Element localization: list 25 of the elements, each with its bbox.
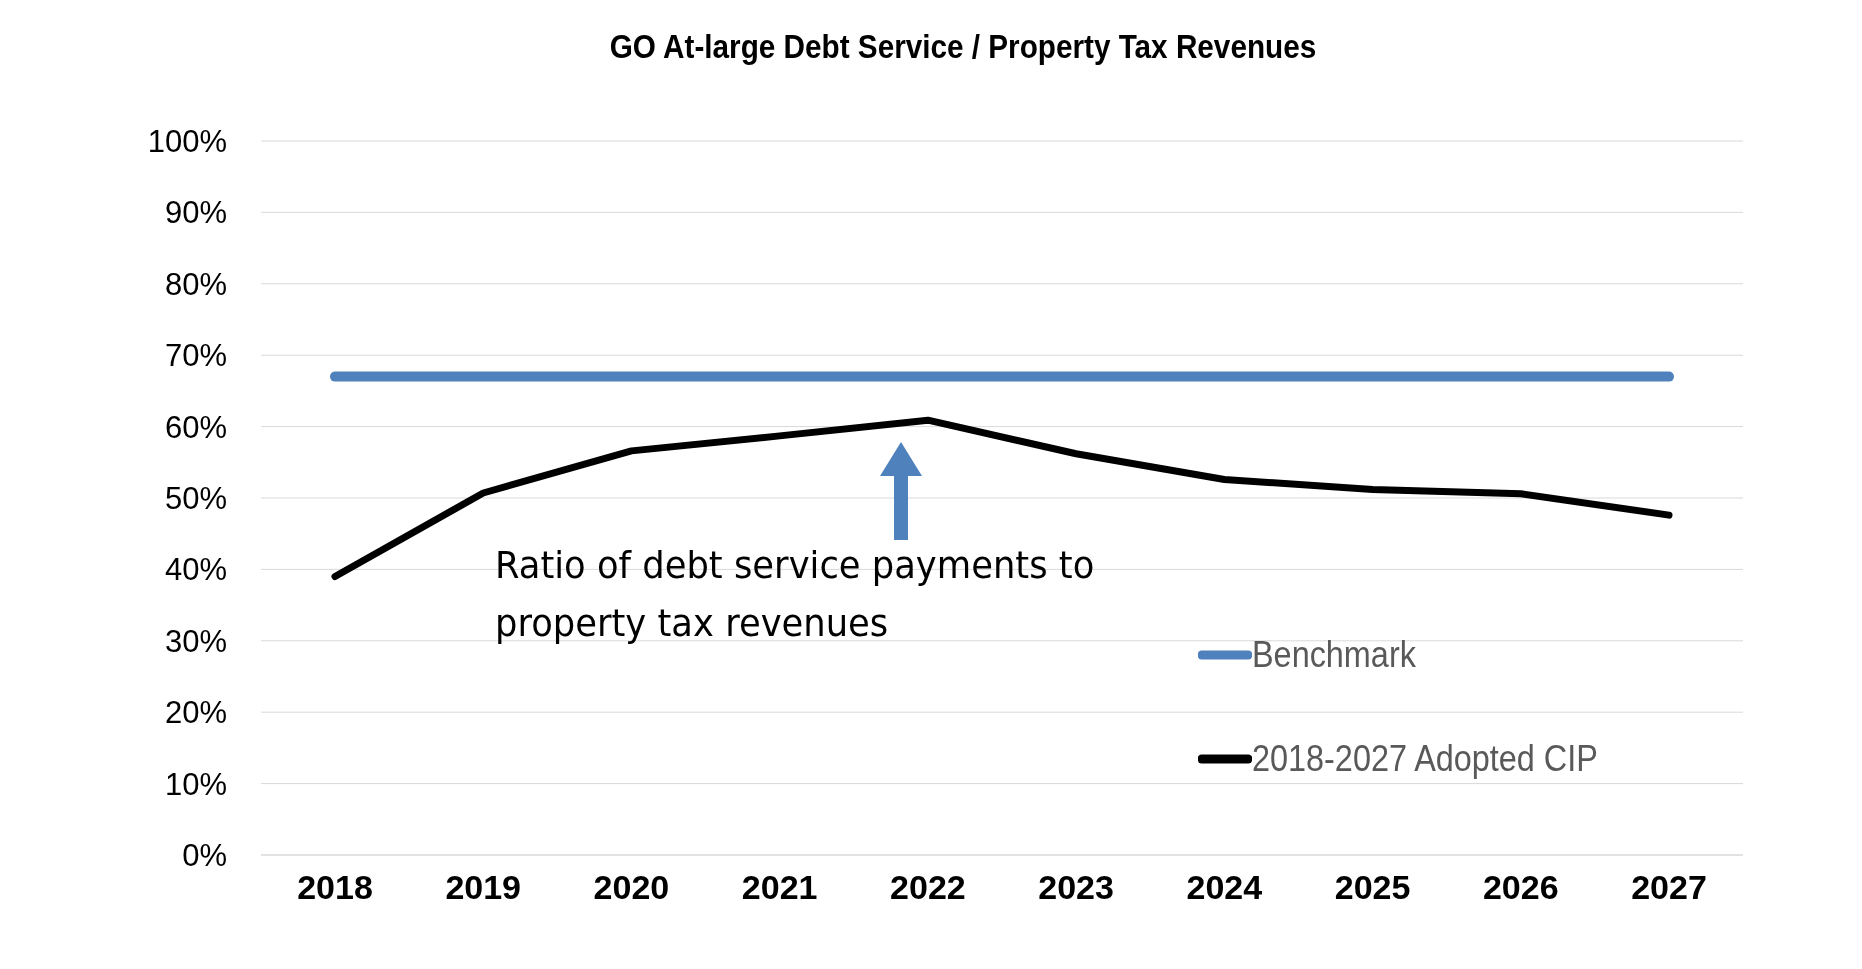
x-tick-label: 2020 bbox=[593, 868, 670, 907]
y-tick-label: 20% bbox=[164, 695, 227, 731]
x-tick-label: 2022 bbox=[890, 868, 966, 907]
y-tick-label: 40% bbox=[164, 552, 227, 588]
y-tick-label: 50% bbox=[164, 481, 227, 517]
y-tick-label: 60% bbox=[164, 409, 227, 445]
y-tick-label: 70% bbox=[164, 338, 227, 374]
y-tick-label: 0% bbox=[182, 838, 227, 874]
x-tick-label: 2021 bbox=[741, 868, 818, 907]
y-tick-label: 10% bbox=[164, 766, 227, 802]
x-tick-label: 2023 bbox=[1038, 868, 1114, 907]
x-tick-label: 2019 bbox=[445, 868, 522, 907]
chart-title: GO At-large Debt Service / Property Tax Revenues bbox=[608, 28, 1318, 66]
y-tick-label: 30% bbox=[164, 623, 227, 659]
x-tick-label: 2024 bbox=[1186, 868, 1263, 907]
y-tick-label: 100% bbox=[147, 124, 227, 160]
x-tick-label: 2027 bbox=[1631, 868, 1707, 907]
y-tick-label: 80% bbox=[164, 266, 227, 302]
y-tick-label: 90% bbox=[164, 195, 227, 231]
legend-label: 2018-2027 Adopted CIP bbox=[1252, 738, 1598, 780]
x-tick-label: 2025 bbox=[1334, 868, 1411, 907]
x-tick-label: 2018 bbox=[297, 868, 373, 907]
legend-label: Benchmark bbox=[1252, 634, 1416, 676]
annotation: Ratio of debt service payments to property tax revenues bbox=[495, 542, 1096, 647]
x-tick-label: 2026 bbox=[1482, 868, 1559, 907]
